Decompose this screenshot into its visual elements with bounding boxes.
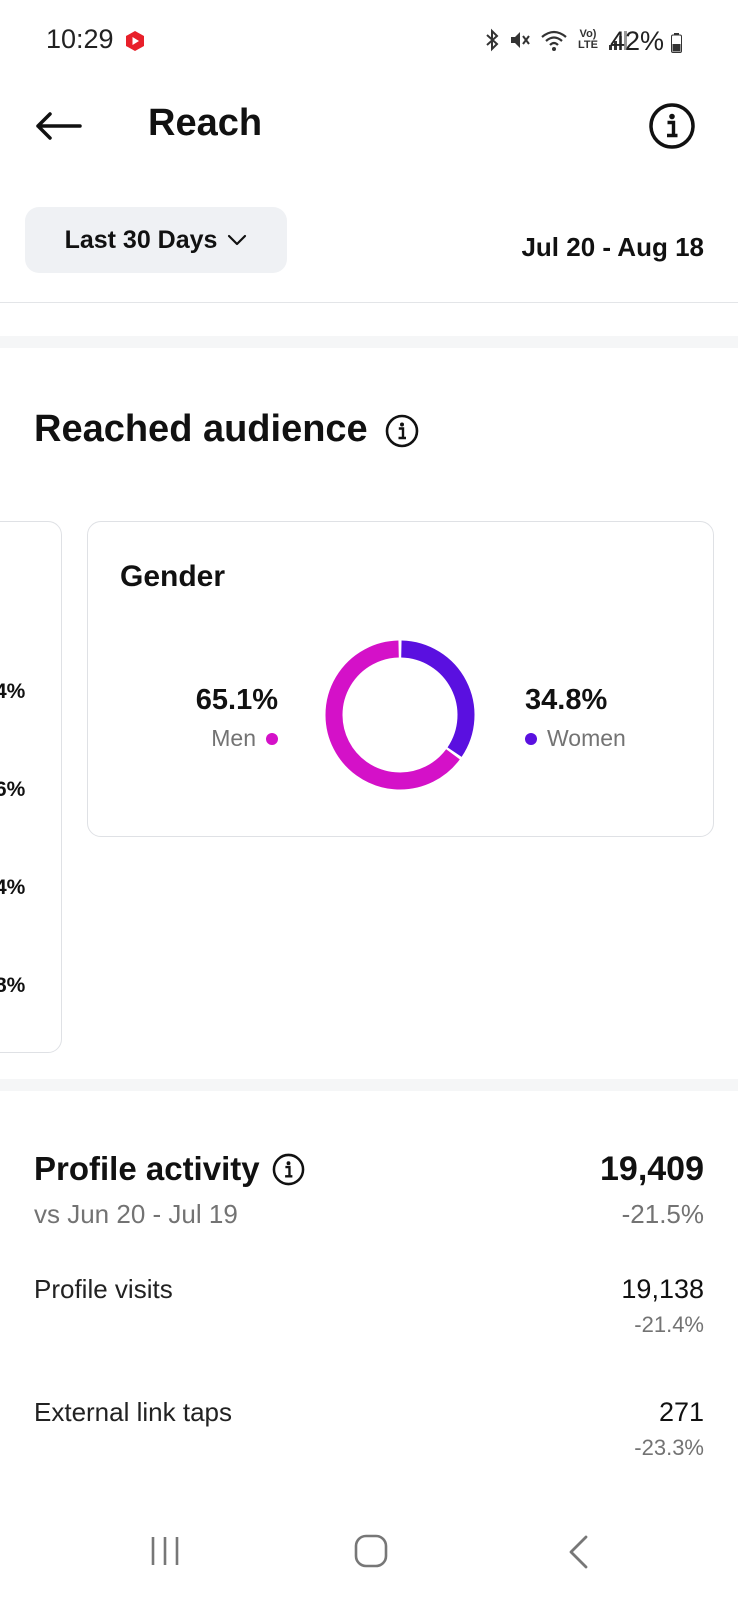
info-circle-icon[interactable]	[385, 414, 419, 448]
page-title: Reach	[148, 102, 263, 144]
women-label: Women	[547, 725, 626, 751]
metric-change-external-link-taps: -23.3%	[634, 1435, 704, 1460]
men-legend: Men	[211, 725, 278, 752]
women-percentage: 34.8%	[525, 684, 608, 716]
bluetooth-icon	[486, 28, 499, 52]
age-value: 4%	[0, 680, 26, 703]
arrow-left-icon	[36, 112, 82, 140]
men-label: Men	[211, 725, 256, 751]
recents-icon[interactable]	[148, 1533, 182, 1569]
battery-percent: 42%	[609, 26, 664, 56]
profile-activity-change: -21.5%	[621, 1199, 704, 1229]
divider	[0, 302, 738, 303]
wifi-icon	[541, 30, 567, 51]
metric-value-profile-visits: 19,138	[621, 1274, 704, 1304]
youtube-icon	[126, 31, 144, 51]
info-circle-icon[interactable]	[648, 102, 696, 150]
date-range-label: Last 30 Days	[64, 225, 218, 254]
men-percentage: 65.1%	[195, 684, 278, 716]
section-separator	[0, 336, 738, 348]
metric-value-external-link-taps: 271	[658, 1397, 704, 1427]
signal-icon	[609, 31, 627, 50]
mute-icon	[511, 32, 530, 48]
women-legend: Women	[525, 725, 626, 752]
gender-card[interactable]: Gender 65.1% Men 34.8% Women	[87, 521, 714, 837]
volte-icon: Vo) LTE	[578, 28, 598, 51]
date-range-dropdown[interactable]: Last 30 Days	[25, 207, 287, 273]
back-icon[interactable]	[566, 1534, 590, 1570]
chevron-down-icon	[228, 234, 247, 246]
comparison-period: vs Jun 20 - Jul 19	[34, 1199, 238, 1229]
age-value: 4%	[0, 876, 26, 899]
profile-activity-title: Profile activity	[34, 1150, 260, 1187]
metric-change-profile-visits: -21.4%	[634, 1312, 704, 1337]
date-range-text: Jul 20 - Aug 18	[521, 232, 704, 262]
profile-activity-total: 19,409	[600, 1150, 704, 1188]
metric-label-external-link-taps: External link taps	[34, 1397, 232, 1427]
age-value: 8%	[0, 974, 26, 997]
status-time: 10:29	[46, 24, 114, 54]
back-button[interactable]	[30, 100, 86, 152]
age-value: 6%	[0, 778, 26, 801]
men-dot	[266, 732, 278, 745]
metric-label-profile-visits: Profile visits	[34, 1274, 173, 1304]
section-separator	[0, 1079, 738, 1091]
gender-donut-chart	[325, 640, 475, 790]
age-card-peek[interactable]: 4% 6% 4% 8%	[0, 521, 62, 1053]
status-icons: Vo) LTE	[484, 26, 628, 54]
donut-slice-men	[325, 640, 460, 790]
gender-title: Gender	[120, 560, 226, 593]
women-dot	[525, 732, 537, 745]
reached-audience-title: Reached audience	[34, 408, 368, 450]
info-circle-icon[interactable]	[272, 1153, 305, 1186]
donut-slice-women	[400, 640, 475, 757]
home-icon[interactable]	[353, 1533, 389, 1569]
battery-icon	[671, 33, 682, 53]
